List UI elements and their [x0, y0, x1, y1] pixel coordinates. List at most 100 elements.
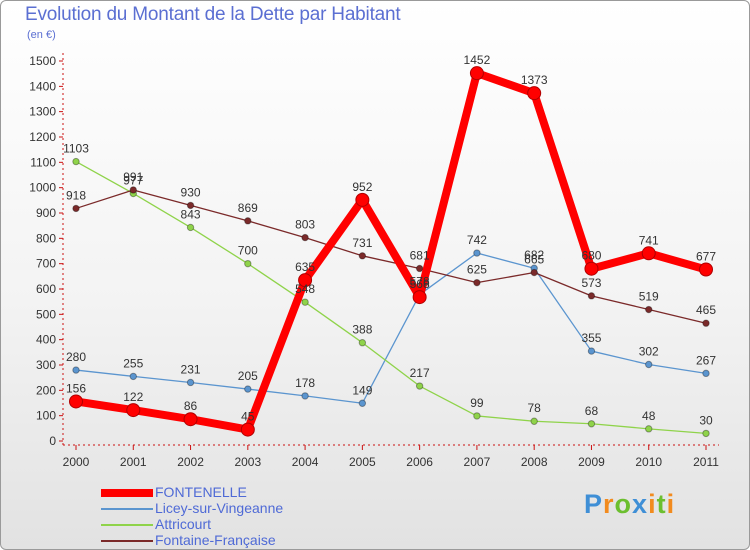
data-label: 280	[66, 350, 86, 364]
data-label: 78	[528, 401, 542, 415]
data-point	[702, 319, 710, 327]
legend-swatch	[101, 540, 153, 542]
y-tick-label: 1100	[30, 155, 56, 169]
data-label: 1373	[521, 73, 548, 87]
data-label: 869	[238, 201, 258, 215]
data-point	[645, 360, 653, 369]
data-label: 682	[524, 248, 544, 262]
data-point	[72, 157, 80, 166]
y-tick-label: 1300	[29, 105, 56, 119]
data-point	[69, 394, 83, 409]
logo-letter: t	[656, 489, 667, 519]
x-tick-label: 2003	[234, 455, 261, 469]
data-point	[72, 204, 80, 213]
data-label: 205	[238, 369, 258, 383]
data-label: 86	[184, 399, 198, 413]
y-tick-label: 200	[36, 383, 56, 397]
data-point	[186, 223, 195, 232]
data-label: 918	[66, 188, 86, 202]
y-tick-label: 1000	[29, 181, 56, 195]
logo-letter: o	[614, 489, 633, 519]
legend-label: Licey-sur-Vingeanne	[155, 500, 284, 516]
data-label: 741	[639, 233, 659, 247]
data-label: 803	[295, 218, 315, 232]
x-tick-label: 2009	[578, 455, 605, 469]
data-point	[358, 339, 367, 347]
data-label: 635	[295, 260, 315, 274]
data-point	[183, 412, 198, 427]
data-point	[244, 259, 252, 268]
logo-letter: i	[666, 489, 676, 519]
y-tick-label: 1500	[29, 54, 56, 68]
series-licey-sur-vingeanne	[72, 249, 710, 407]
data-point	[530, 417, 538, 425]
x-tick-label: 2002	[177, 455, 204, 469]
x-tick-label: 2004	[292, 455, 319, 469]
data-point	[72, 366, 80, 374]
data-point	[244, 217, 252, 225]
data-point	[415, 264, 424, 273]
data-label: 45	[241, 410, 255, 424]
y-tick-label: 0	[49, 434, 56, 448]
data-point	[415, 382, 424, 390]
data-label: 665	[524, 253, 544, 267]
data-point	[584, 261, 599, 276]
series-attricourt	[72, 157, 710, 438]
x-tick-label: 2000	[63, 455, 90, 469]
data-point	[587, 292, 596, 300]
data-label: 122	[123, 390, 143, 404]
data-label: 255	[123, 356, 143, 370]
y-tick-label: 1400	[29, 79, 56, 93]
data-labels: 1103 977 843 700 548 388 217 99 78 68 48 30	[63, 142, 713, 428]
legend-swatch	[101, 524, 153, 526]
data-label: 952	[352, 180, 372, 194]
data-label: 548	[295, 282, 315, 296]
data-point	[355, 192, 370, 207]
y-tick-label: 400	[36, 333, 56, 347]
legend-swatch	[101, 508, 153, 510]
series-fontenelle	[69, 66, 713, 437]
series-line	[75, 160, 707, 435]
data-point	[469, 66, 484, 81]
series-line	[72, 69, 710, 434]
y-tick-label: 900	[36, 206, 56, 220]
data-label: 267	[696, 353, 716, 367]
data-point	[641, 246, 656, 261]
x-tick-label: 2011	[693, 455, 719, 469]
legend-label: Fontaine-Française	[155, 532, 276, 548]
data-point	[186, 378, 195, 387]
data-point	[186, 201, 195, 210]
data-label: 677	[696, 249, 716, 263]
data-labels: 156 122 86 45 635 952 568 1452 1373 680 741 677	[66, 53, 716, 423]
data-label: 573	[581, 276, 601, 290]
data-label: 568	[410, 277, 430, 291]
data-label: 30	[699, 413, 713, 427]
logo-letter: P	[584, 489, 604, 519]
data-label: 217	[410, 366, 430, 380]
data-label: 519	[639, 290, 659, 304]
data-point	[301, 233, 309, 242]
data-point	[301, 392, 309, 400]
y-tick-label: 600	[36, 282, 56, 296]
data-point	[358, 399, 367, 407]
data-point	[527, 86, 542, 101]
data-label: 178	[295, 376, 315, 390]
data-label: 149	[352, 383, 372, 397]
data-label: 48	[642, 409, 656, 423]
y-tick-label: 300	[36, 358, 56, 372]
data-point	[244, 385, 252, 393]
data-label: 465	[696, 303, 716, 317]
data-point	[699, 262, 713, 277]
data-point	[530, 268, 538, 277]
data-point	[587, 347, 596, 355]
data-point	[473, 249, 481, 257]
x-tick-label: 2005	[349, 455, 376, 469]
data-label: 578	[410, 275, 430, 289]
data-label: 700	[238, 244, 258, 258]
data-label: 731	[352, 236, 372, 250]
data-point	[129, 186, 137, 194]
data-point	[473, 278, 481, 287]
data-point	[587, 420, 596, 428]
data-labels: 918 991 930 869 803 731 681 625 665 573 519 465	[66, 170, 716, 317]
